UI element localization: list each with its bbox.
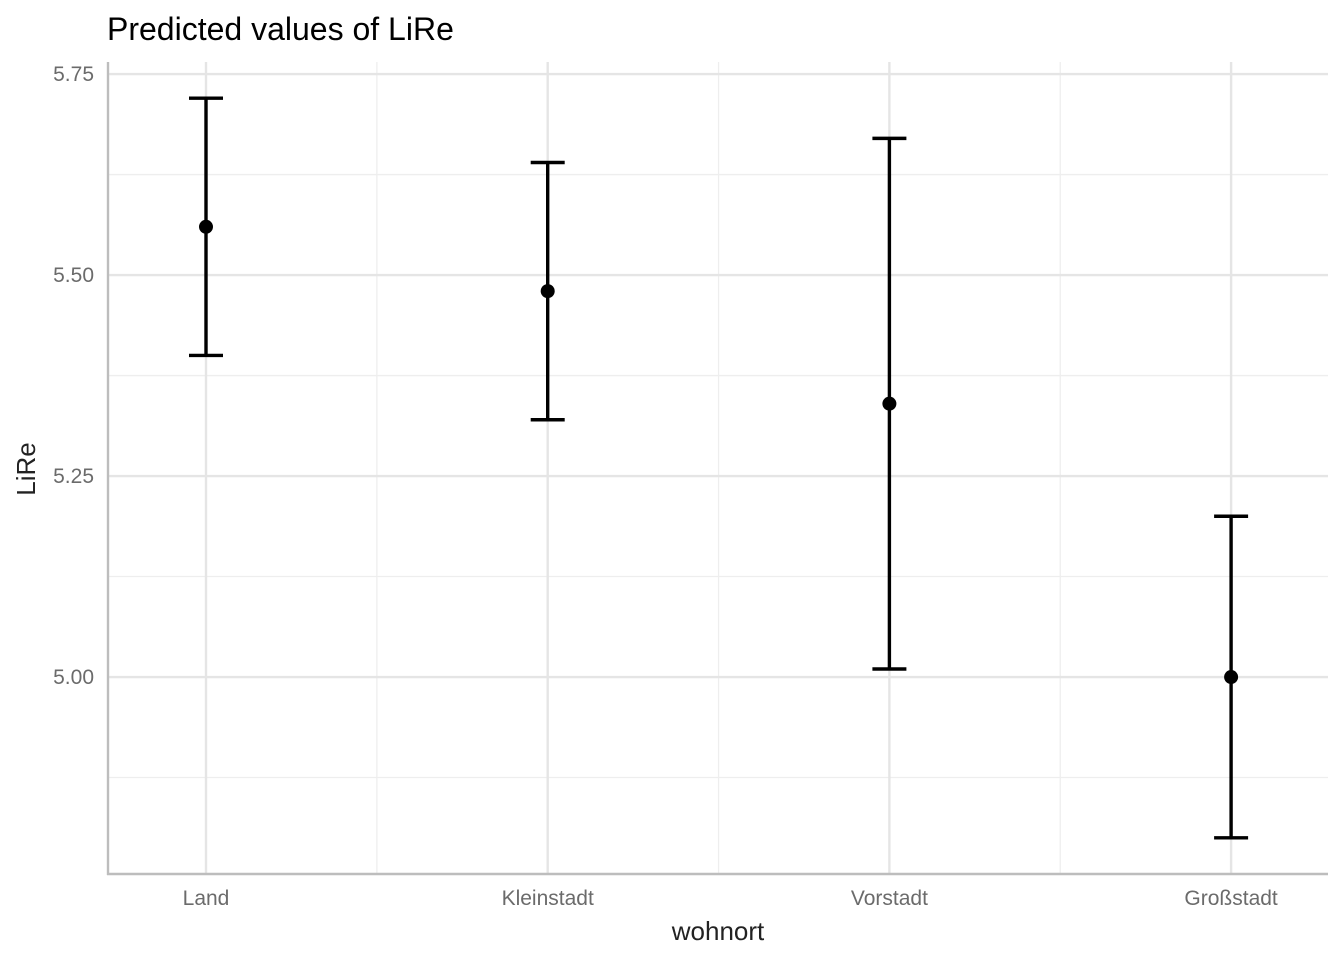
x-tick-label: Land (183, 887, 230, 910)
y-tick-label: 5.25 (53, 465, 94, 488)
chart-title: Predicted values of LiRe (107, 11, 454, 47)
grid (108, 62, 1328, 874)
data-point-group (1214, 514, 1249, 840)
data-point (882, 396, 897, 411)
x-tick-label: Großstadt (1184, 887, 1278, 910)
data-point-group (530, 160, 565, 422)
data-marks (189, 96, 1249, 840)
y-tick-label: 5.75 (53, 63, 94, 86)
data-point-group (872, 136, 907, 671)
x-tick-label: Vorstadt (851, 887, 928, 910)
tick-labels: 5.00 5.25 5.50 5.75 Land Kleinstadt Vorstadt Gr… (53, 63, 1278, 910)
data-point (1224, 670, 1239, 685)
x-axis-title: wohnort (671, 916, 765, 946)
y-axis-title: LiRe (11, 442, 41, 495)
y-tick-label: 5.00 (53, 666, 94, 689)
axes (106, 62, 1328, 876)
data-point (199, 219, 213, 234)
x-tick-label: Kleinstadt (502, 887, 594, 910)
data-point (540, 284, 555, 299)
y-tick-label: 5.50 (53, 264, 94, 287)
data-point-group (189, 96, 223, 358)
